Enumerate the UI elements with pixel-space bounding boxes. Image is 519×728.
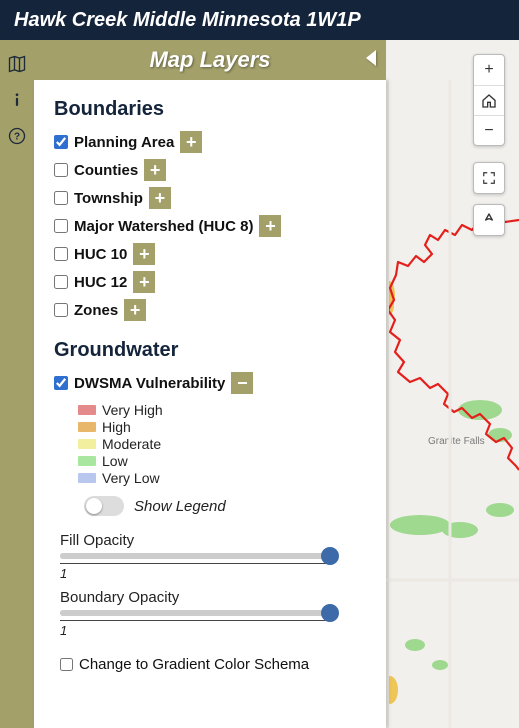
gradient-schema-checkbox[interactable] <box>60 658 73 671</box>
layer-township-checkbox[interactable] <box>54 191 68 205</box>
zoom-control-group: + − <box>473 54 505 146</box>
layers-panel: Map Layers Boundaries Planning Area + Co… <box>34 40 386 728</box>
dwsma-legend: Very High High Moderate Low Very Low <box>78 402 366 486</box>
layer-planning-area-checkbox[interactable] <box>54 135 68 149</box>
map-icon[interactable] <box>7 54 27 74</box>
locate-control <box>473 204 505 236</box>
show-legend-toggle[interactable] <box>84 496 124 516</box>
boundary-opacity-block: Boundary Opacity 1 <box>60 589 366 638</box>
expand-chip[interactable]: + <box>133 243 155 265</box>
app-title: Hawk Creek Middle Minnesota 1W1P <box>14 9 361 32</box>
fullscreen-button[interactable] <box>474 163 504 193</box>
help-icon[interactable]: ? <box>7 126 27 146</box>
swatch-icon <box>78 439 96 449</box>
layer-label: HUC 10 <box>74 246 127 263</box>
layer-label: Planning Area <box>74 134 174 151</box>
side-rail: ? <box>0 40 34 728</box>
fullscreen-control <box>473 162 505 194</box>
legend-item: Moderate <box>78 436 366 452</box>
section-groundwater-title: Groundwater <box>54 339 366 362</box>
legend-item: Low <box>78 453 366 469</box>
layer-zones-checkbox[interactable] <box>54 303 68 317</box>
collapse-panel-button[interactable] <box>366 50 376 66</box>
legend-item: Very High <box>78 402 366 418</box>
expand-chip[interactable]: + <box>133 271 155 293</box>
panel-body: Boundaries Planning Area + Counties + To… <box>34 80 386 728</box>
boundary-opacity-slider[interactable] <box>60 610 330 616</box>
info-icon[interactable] <box>7 90 27 110</box>
svg-text:?: ? <box>14 131 20 142</box>
layer-huc10: HUC 10 + <box>54 243 366 265</box>
layer-label: Zones <box>74 302 118 319</box>
main-area: Granite Falls + − ? <box>0 40 519 728</box>
gradient-schema-label: Change to Gradient Color Schema <box>79 656 309 673</box>
zoom-in-button[interactable]: + <box>474 55 504 85</box>
home-icon <box>481 93 497 109</box>
gradient-schema-row: Change to Gradient Color Schema <box>60 656 366 673</box>
layer-major-watershed: Major Watershed (HUC 8) + <box>54 215 366 237</box>
show-legend-label: Show Legend <box>134 498 226 515</box>
expand-chip[interactable]: + <box>124 299 146 321</box>
layer-zones: Zones + <box>54 299 366 321</box>
fill-opacity-label: Fill Opacity <box>60 532 366 549</box>
show-legend-row: Show Legend <box>84 496 366 516</box>
expand-chip[interactable]: + <box>180 131 202 153</box>
layer-planning-area: Planning Area + <box>54 131 366 153</box>
layer-label: DWSMA Vulnerability <box>74 375 225 392</box>
layer-township: Township + <box>54 187 366 209</box>
locate-icon <box>481 212 497 228</box>
slider-thumb[interactable] <box>321 604 339 622</box>
layer-label: Counties <box>74 162 138 179</box>
layer-label: HUC 12 <box>74 274 127 291</box>
toggle-knob <box>86 498 102 514</box>
collapse-chip[interactable]: − <box>231 372 253 394</box>
layer-dwsma-checkbox[interactable] <box>54 376 68 390</box>
section-boundaries-title: Boundaries <box>54 98 366 121</box>
layer-huc12-checkbox[interactable] <box>54 275 68 289</box>
panel-header: Map Layers <box>34 40 386 80</box>
boundary-opacity-label: Boundary Opacity <box>60 589 366 606</box>
fill-opacity-value: 1 <box>60 563 330 581</box>
panel-title: Map Layers <box>149 47 270 73</box>
expand-chip[interactable]: + <box>259 215 281 237</box>
slider-thumb[interactable] <box>321 547 339 565</box>
fill-opacity-slider[interactable] <box>60 553 330 559</box>
expand-chip[interactable]: + <box>144 159 166 181</box>
expand-chip[interactable]: + <box>149 187 171 209</box>
map-place-label: Granite Falls <box>428 436 485 447</box>
swatch-icon <box>78 473 96 483</box>
app-header: Hawk Creek Middle Minnesota 1W1P <box>0 0 519 40</box>
boundary-opacity-value: 1 <box>60 620 330 638</box>
legend-item: Very Low <box>78 470 366 486</box>
home-button[interactable] <box>474 85 504 115</box>
swatch-icon <box>78 456 96 466</box>
swatch-icon <box>78 405 96 415</box>
legend-item: High <box>78 419 366 435</box>
layer-label: Major Watershed (HUC 8) <box>74 218 253 235</box>
layer-label: Township <box>74 190 143 207</box>
swatch-icon <box>78 422 96 432</box>
fullscreen-icon <box>482 171 496 185</box>
layer-huc12: HUC 12 + <box>54 271 366 293</box>
zoom-out-button[interactable]: − <box>474 115 504 145</box>
layer-dwsma: DWSMA Vulnerability − <box>54 372 366 394</box>
layer-huc10-checkbox[interactable] <box>54 247 68 261</box>
layer-counties-checkbox[interactable] <box>54 163 68 177</box>
fill-opacity-block: Fill Opacity 1 <box>60 532 366 581</box>
locate-button[interactable] <box>474 205 504 235</box>
layer-major-watershed-checkbox[interactable] <box>54 219 68 233</box>
layer-counties: Counties + <box>54 159 366 181</box>
